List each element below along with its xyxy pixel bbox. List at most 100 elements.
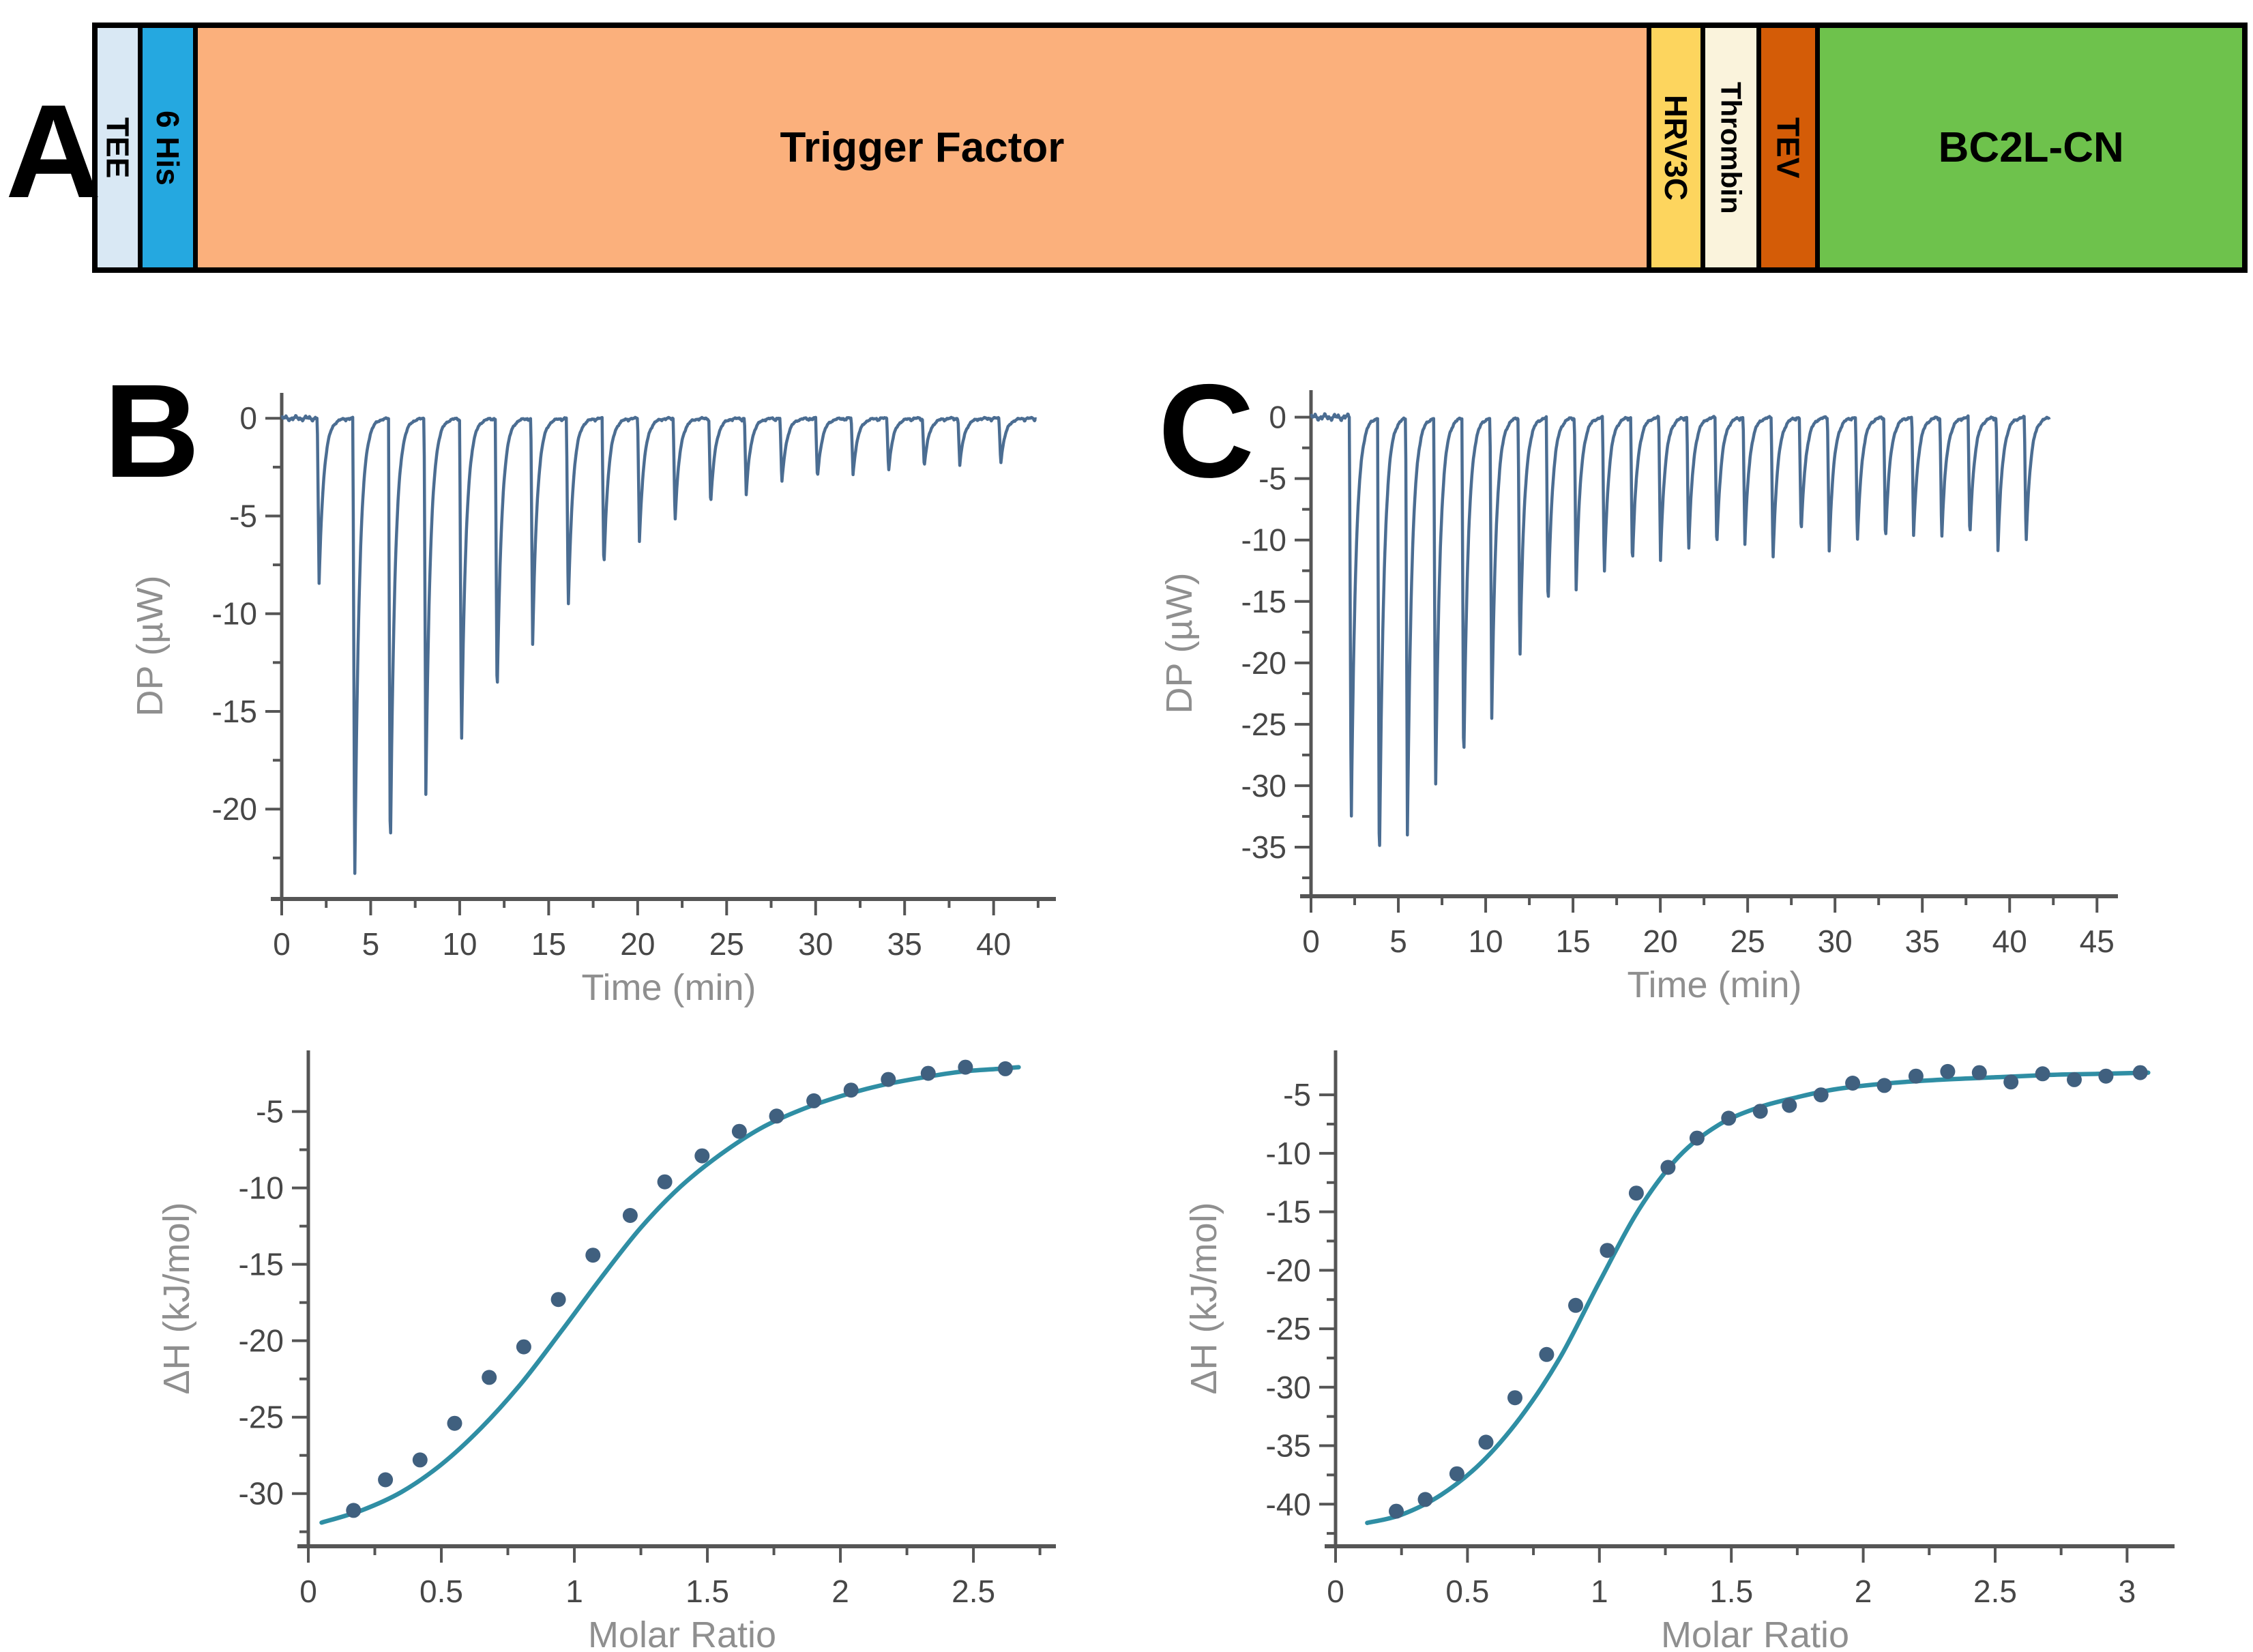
- data-point: [1507, 1390, 1522, 1406]
- y-tick-label: -5: [1258, 461, 1286, 497]
- x-tick-label: 1.5: [686, 1574, 729, 1609]
- data-point: [1417, 1492, 1433, 1507]
- data-point: [346, 1503, 362, 1518]
- y-tick-label: -5: [1283, 1077, 1311, 1112]
- x-tick-label: 0.5: [1445, 1574, 1489, 1609]
- x-axis-title: Molar Ratio: [1661, 1614, 1849, 1652]
- data-point: [997, 1061, 1013, 1076]
- x-tick-label: 25: [709, 926, 744, 962]
- data-point: [1689, 1130, 1705, 1146]
- x-tick-label: 45: [2080, 924, 2115, 959]
- x-tick-label: 10: [442, 926, 477, 962]
- x-axis-title: Time (min): [1628, 964, 1802, 1005]
- construct-segment-label: TEV: [1770, 117, 1806, 179]
- data-point: [447, 1415, 462, 1431]
- panel-b-scatter-plot: -5 -10 -15 -20 -25 -30 0 0.5 1 1.5 2 2.5 ΔH (kJ/mol)…: [156, 1050, 1056, 1652]
- construct-segment-tee: TEE: [98, 28, 138, 267]
- x-tick-label: 0: [299, 1574, 317, 1609]
- data-point: [1971, 1065, 1987, 1080]
- binding-fit-curve: [1365, 1070, 2151, 1525]
- x-tick-label: 1: [1591, 1574, 1608, 1609]
- binding-fit-curve: [319, 1065, 1021, 1525]
- y-tick-label: -10: [239, 1170, 284, 1206]
- data-point: [516, 1339, 531, 1355]
- construct-segment-label: HRV3C: [1658, 94, 1694, 201]
- construct-segment-label: BC2L-CN: [1938, 124, 2124, 171]
- y-tick-label: -35: [1266, 1428, 1311, 1464]
- data-point: [1876, 1078, 1892, 1093]
- y-axis-title: ΔH (kJ/mol): [1183, 1202, 1224, 1394]
- y-tick-label: -10: [1241, 522, 1286, 558]
- construct-segment-hrv3c: HRV3C: [1651, 28, 1701, 267]
- x-tick-label: 0: [273, 926, 291, 962]
- data-point: [1539, 1346, 1555, 1362]
- y-tick-label: 0: [239, 400, 257, 436]
- x-tick-label: 35: [887, 926, 922, 962]
- panel-c-letter: C: [1158, 357, 1254, 505]
- x-axis-title: Time (min): [582, 967, 756, 1008]
- dp-trace: [1310, 412, 2051, 847]
- panel-c-line-plot: 0 -5 -10 -15 -20 -25 -30 -35 0 5 10 15 20 25 30 35 40 45 D…: [1159, 390, 2118, 1005]
- data-point: [622, 1208, 638, 1223]
- x-tick-label: 20: [1643, 924, 1678, 959]
- x-tick-label: 2: [1855, 1574, 1872, 1609]
- data-point: [2035, 1066, 2050, 1082]
- data-point: [920, 1065, 936, 1081]
- y-tick-label: -35: [1241, 829, 1286, 865]
- data-points: [346, 1059, 1013, 1518]
- y-tick-label: -10: [212, 596, 257, 632]
- x-tick-label: 40: [1992, 924, 2027, 959]
- data-point: [1813, 1087, 1829, 1103]
- y-axis-title: DP (µW): [1159, 572, 1200, 713]
- construct-segment-label: Thrombin: [1715, 81, 1748, 214]
- x-tick-label: 0: [1302, 924, 1320, 959]
- x-tick-label: 25: [1731, 924, 1765, 959]
- y-tick-label: -25: [1241, 707, 1286, 742]
- data-point: [958, 1059, 973, 1075]
- data-point: [1845, 1076, 1861, 1091]
- data-point: [1600, 1243, 1615, 1258]
- data-points: [1389, 1063, 2148, 1519]
- data-point: [769, 1108, 784, 1124]
- data-point: [731, 1123, 747, 1139]
- construct-segment-6-his: 6 His: [142, 28, 194, 267]
- data-point: [1478, 1434, 1494, 1450]
- x-tick-label: 35: [1905, 924, 1940, 959]
- data-point: [2067, 1072, 2082, 1087]
- y-tick-label: -15: [1266, 1194, 1311, 1230]
- y-tick-label: -30: [239, 1476, 284, 1511]
- y-tick-label: -15: [239, 1247, 284, 1282]
- data-point: [1628, 1185, 1644, 1201]
- data-point: [585, 1248, 601, 1263]
- data-point: [2098, 1068, 2114, 1084]
- x-tick-label: 30: [1818, 924, 1853, 959]
- data-point: [412, 1452, 428, 1468]
- data-point: [378, 1472, 394, 1488]
- construct-segment-label: Trigger Factor: [780, 124, 1065, 171]
- data-point: [2132, 1065, 2148, 1080]
- panel-b-line-plot: 0 -5 -10 -15 -20 0 5 10 15 20 25 30 35 40 DP (µW) Time …: [130, 393, 1056, 1008]
- x-tick-label: 15: [531, 926, 566, 962]
- panel-b-letter: B: [104, 357, 200, 505]
- x-tick-label: 10: [1468, 924, 1503, 959]
- data-point: [806, 1093, 822, 1108]
- data-point: [2003, 1074, 2019, 1090]
- construct-segment-label: TEE: [100, 117, 136, 179]
- y-tick-label: -25: [239, 1400, 284, 1435]
- x-tick-label: 2: [831, 1574, 849, 1609]
- x-tick-label: 30: [798, 926, 833, 962]
- y-tick-label: 0: [1269, 400, 1286, 435]
- y-tick-label: -20: [1241, 645, 1286, 681]
- y-tick-label: -25: [1266, 1311, 1311, 1346]
- data-point: [1908, 1068, 1924, 1084]
- x-tick-label: 2.5: [952, 1574, 995, 1609]
- y-tick-label: -20: [212, 791, 257, 827]
- data-point: [694, 1148, 710, 1164]
- data-point: [1782, 1097, 1797, 1113]
- x-tick-label: 3: [2119, 1574, 2136, 1609]
- x-tick-label: 5: [362, 926, 380, 962]
- x-tick-label: 1.5: [1709, 1574, 1753, 1609]
- x-tick-label: 0: [1327, 1574, 1344, 1609]
- data-point: [657, 1174, 673, 1190]
